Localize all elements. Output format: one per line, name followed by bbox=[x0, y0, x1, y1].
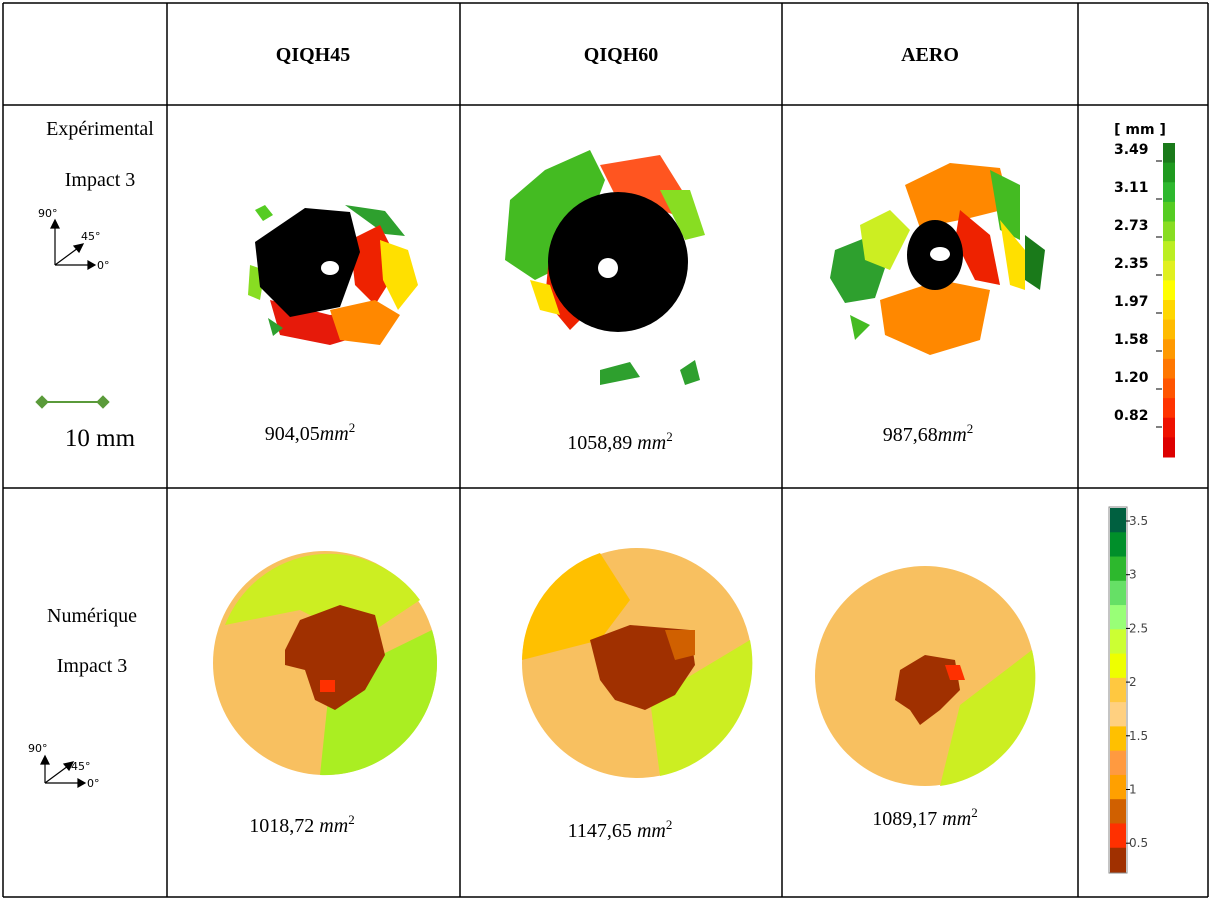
legend-swatch bbox=[1110, 799, 1126, 824]
row-label: Expérimental bbox=[46, 118, 154, 140]
legend-swatch bbox=[1110, 532, 1126, 558]
area-value: 1089,17 bbox=[872, 808, 937, 830]
legend-tick-label: 3 bbox=[1129, 568, 1137, 582]
scale-bar bbox=[35, 395, 110, 409]
legend-tick-label: 3.11 bbox=[1114, 180, 1149, 196]
legend-tick-label: 2 bbox=[1129, 675, 1137, 689]
legend-tick-label: 2.73 bbox=[1114, 218, 1149, 234]
legend-swatch bbox=[1163, 417, 1175, 438]
legend-tick-label: 1.97 bbox=[1114, 294, 1149, 310]
area-value: 904,05 bbox=[265, 423, 320, 445]
legend-swatch bbox=[1163, 398, 1175, 419]
area-unit: mm bbox=[637, 432, 666, 454]
area-exp: 2 bbox=[967, 421, 974, 436]
legend-swatch bbox=[1163, 280, 1175, 301]
row-label: Numérique bbox=[47, 605, 137, 627]
legend-tick-label: 3.49 bbox=[1114, 142, 1149, 158]
legend-tick-label: 1.20 bbox=[1114, 370, 1149, 386]
legend-swatch bbox=[1110, 750, 1126, 776]
orientation-label: 0° bbox=[87, 777, 100, 790]
orientation-label: 0° bbox=[97, 259, 110, 272]
area-value: 1058,89 bbox=[567, 432, 632, 454]
column-header: AERO bbox=[901, 44, 959, 66]
orientation-label: 45° bbox=[71, 760, 91, 773]
row-label: Impact 3 bbox=[65, 169, 136, 191]
area-exp: 2 bbox=[348, 812, 355, 827]
area-exp: 2 bbox=[666, 817, 673, 832]
legend-swatch bbox=[1110, 629, 1126, 655]
area-label: 904,05mm2 bbox=[265, 420, 355, 445]
column-header: QIQH45 bbox=[276, 44, 350, 66]
orientation-icon bbox=[40, 754, 87, 789]
legend-swatch bbox=[1163, 241, 1175, 262]
area-unit: mm bbox=[938, 424, 967, 446]
legend-swatch bbox=[1163, 143, 1175, 164]
orientation-icon bbox=[50, 218, 97, 271]
area-unit: mm bbox=[942, 808, 971, 830]
area-label: 1147,65 mm2 bbox=[568, 817, 673, 842]
damage-map bbox=[243, 195, 418, 345]
damage-map bbox=[213, 551, 438, 776]
legend-swatch bbox=[1110, 823, 1126, 849]
orientation-label: 45° bbox=[81, 230, 101, 243]
area-label: 1018,72 mm2 bbox=[249, 812, 354, 837]
legend-swatch bbox=[1110, 677, 1126, 703]
orientation-label: 90° bbox=[28, 742, 48, 755]
damage-map bbox=[522, 548, 753, 778]
legend-swatch bbox=[1163, 182, 1175, 203]
area-exp: 2 bbox=[971, 805, 978, 820]
legend-swatch bbox=[1110, 847, 1126, 873]
orientation-label: 90° bbox=[38, 207, 58, 220]
legend-tick-label: 2.35 bbox=[1114, 256, 1149, 272]
legend-swatch bbox=[1163, 437, 1175, 458]
area-label: 1058,89 mm2 bbox=[567, 429, 672, 454]
legend-tick-label: 1 bbox=[1129, 783, 1137, 797]
legend-swatch bbox=[1163, 358, 1175, 379]
row-label: Impact 3 bbox=[57, 655, 128, 677]
scale-label: 10 mm bbox=[65, 425, 136, 452]
column-header: QIQH60 bbox=[584, 44, 658, 66]
area-unit: mm bbox=[320, 423, 349, 445]
legend-tick-label: 2.5 bbox=[1129, 621, 1148, 635]
legend-swatch bbox=[1110, 580, 1126, 606]
legend-tick-label: 3.5 bbox=[1129, 514, 1148, 528]
legend-swatch bbox=[1163, 319, 1175, 340]
legend-swatch bbox=[1110, 653, 1126, 679]
legend-swatch bbox=[1110, 605, 1126, 630]
legend-swatch bbox=[1163, 300, 1175, 321]
legend-unit: [ mm ] bbox=[1114, 122, 1166, 138]
area-value: 987,68 bbox=[883, 424, 938, 446]
area-value: 1147,65 bbox=[568, 820, 632, 842]
legend-tick-label: 0.82 bbox=[1114, 408, 1149, 424]
legend-swatch bbox=[1163, 162, 1175, 183]
legend-frame bbox=[1108, 506, 1128, 874]
legend-swatch bbox=[1110, 726, 1126, 752]
damage-map bbox=[815, 566, 1036, 786]
legend-swatch bbox=[1163, 221, 1175, 242]
legend-swatch bbox=[1110, 774, 1126, 800]
area-value: 1018,72 bbox=[249, 815, 314, 837]
area-unit: mm bbox=[637, 820, 666, 842]
legend-swatch bbox=[1110, 702, 1126, 727]
area-exp: 2 bbox=[666, 429, 673, 444]
damage-map bbox=[830, 163, 1045, 355]
legend-swatch bbox=[1163, 260, 1175, 281]
legend-tick-label: 0.5 bbox=[1129, 836, 1148, 850]
legend-tick-label: 1.5 bbox=[1129, 729, 1148, 743]
legend-swatch bbox=[1163, 339, 1175, 360]
legend-swatch bbox=[1163, 378, 1175, 399]
legend-tick-label: 1.58 bbox=[1114, 332, 1149, 348]
legend-swatch bbox=[1110, 508, 1126, 533]
area-label: 987,68mm2 bbox=[883, 421, 973, 446]
area-unit: mm bbox=[319, 815, 348, 837]
damage-map bbox=[505, 150, 705, 385]
area-label: 1089,17 mm2 bbox=[872, 805, 977, 830]
legend-swatch bbox=[1163, 201, 1175, 222]
legend-swatch bbox=[1110, 556, 1126, 582]
area-exp: 2 bbox=[349, 420, 356, 435]
